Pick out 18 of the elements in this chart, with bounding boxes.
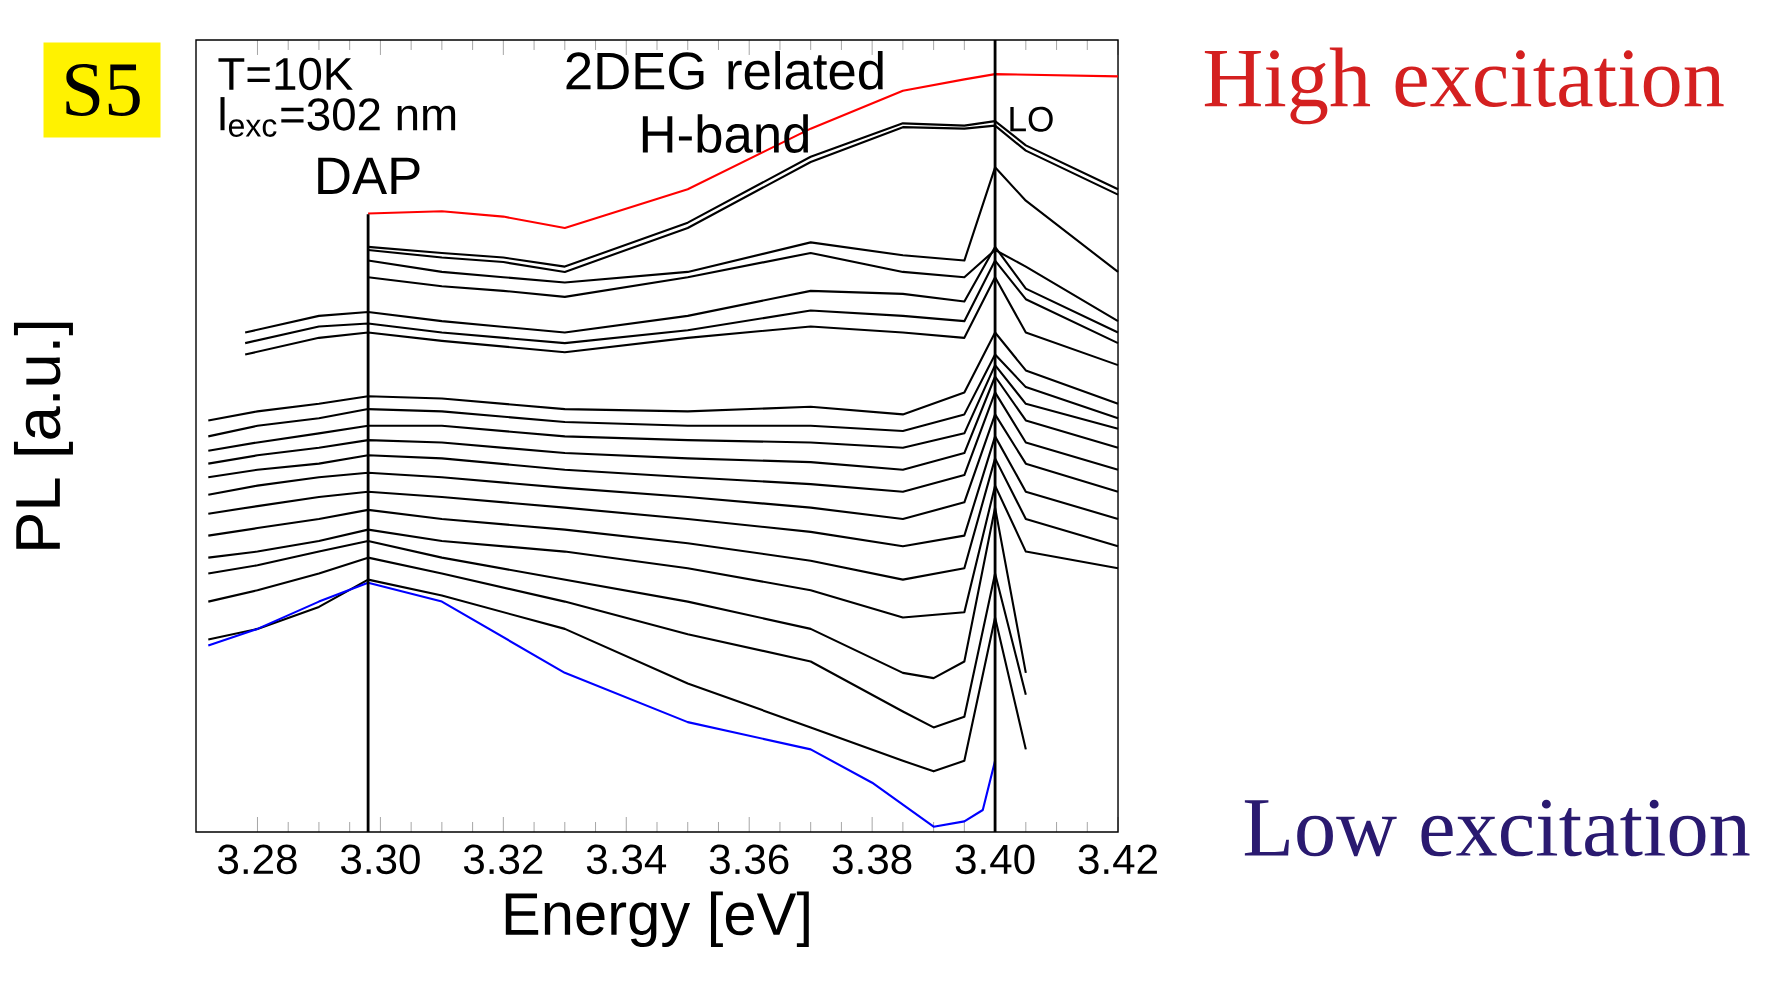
annotation: 2DEG related H-band	[566, 50, 883, 153]
x-tick-label: 3.32	[463, 844, 543, 875]
x-tick-label: 3.30	[340, 844, 420, 875]
x-tick-label: 3.38	[832, 844, 912, 875]
ref-line-label: DAP	[318, 157, 420, 194]
x-tick-label: 3.34	[586, 844, 667, 875]
y-axis-title: PL [a.u.]	[13, 322, 73, 549]
x-tick-label: 3.28	[218, 844, 297, 875]
x-tick-label: 3.40	[955, 844, 1035, 875]
text: S5	[66, 64, 140, 116]
text: High excitation	[1204, 47, 1724, 125]
x-tick-label: 3.42	[1078, 844, 1157, 875]
x-axis-title: Energy [eV]	[505, 891, 809, 948]
annotation: l$_{exc}$=302 nm	[220, 97, 456, 137]
ref-line-label: LO	[1010, 106, 1053, 132]
text: Low excitation	[1244, 799, 1750, 857]
annotation: T=10K	[218, 57, 353, 91]
x-tick-label: 3.36	[709, 844, 789, 875]
